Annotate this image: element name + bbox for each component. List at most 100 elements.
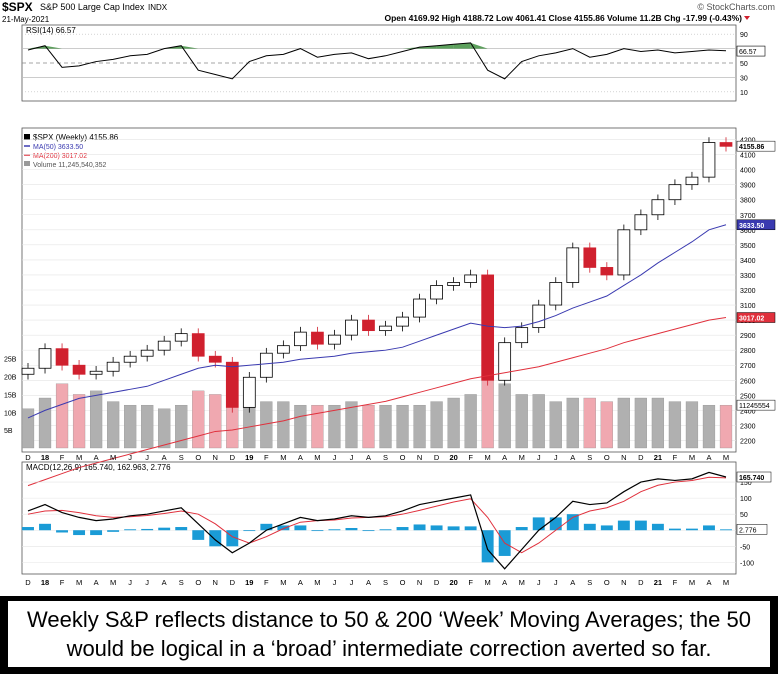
volume-tick-label: 25B xyxy=(4,357,17,364)
macd-histogram-bar xyxy=(277,525,290,531)
price-x-tick-label: A xyxy=(366,453,371,462)
macd-x-tick-label: D xyxy=(434,578,440,587)
macd-x-tick-label: 19 xyxy=(245,578,253,587)
macd-histogram-bar xyxy=(56,530,69,533)
macd-x-tick-label: M xyxy=(314,578,320,587)
macd-x-tick-label: A xyxy=(298,578,303,587)
macd-histogram-bar xyxy=(311,530,324,532)
volume-bar xyxy=(447,397,460,449)
rsi-overbought-fill xyxy=(470,42,488,49)
volume-bar xyxy=(685,401,699,449)
macd-x-tick-label: S xyxy=(179,578,184,587)
price-tick-label: 3400 xyxy=(740,258,756,265)
macd-histogram-bar xyxy=(532,517,545,531)
price-x-tick-label: M xyxy=(314,453,320,462)
macd-histogram-bar xyxy=(481,530,494,563)
candle-body xyxy=(362,319,375,332)
price-x-tick-label: S xyxy=(179,453,184,462)
macd-histogram-bar xyxy=(464,526,477,531)
macd-x-tick-label: F xyxy=(468,578,473,587)
volume-bar xyxy=(719,404,733,449)
macd-histogram-bar xyxy=(668,528,681,531)
macd-x-tick-label: N xyxy=(621,578,626,587)
rsi-overbought-fill xyxy=(45,45,63,49)
price-tick-label: 2400 xyxy=(740,408,756,415)
hist-last-box xyxy=(736,524,768,535)
macd-histogram-bar xyxy=(447,526,460,531)
price-x-tick-label: O xyxy=(400,453,406,462)
volume-bar xyxy=(345,401,358,449)
volume-tick-label: 10B xyxy=(4,410,17,417)
candle-body xyxy=(106,361,120,372)
macd-x-tick-label: A xyxy=(570,578,575,587)
volume-bar xyxy=(192,390,205,449)
volume-bar xyxy=(294,404,307,449)
price-x-tick-label: N xyxy=(213,453,218,462)
index-name: S&P 500 Large Cap Index xyxy=(40,2,145,12)
close-last-value: 4155.86 xyxy=(739,144,764,151)
price-x-tick-label: J xyxy=(554,453,558,462)
macd-x-tick-label: M xyxy=(485,578,491,587)
volume-bar xyxy=(668,401,682,449)
volume-bar xyxy=(55,383,69,449)
candle-body xyxy=(464,274,477,283)
candle-body xyxy=(72,364,86,375)
price-x-tick-label: 21 xyxy=(654,453,662,462)
volume-bar xyxy=(175,404,188,449)
candle-body xyxy=(685,176,699,186)
price-x-tick-label: 20 xyxy=(449,453,457,462)
rsi-tick-label: 10 xyxy=(740,90,748,97)
volume-bar xyxy=(498,383,511,449)
price-x-tick-label: F xyxy=(673,453,678,462)
chart-date: 21-May-2021 xyxy=(2,15,50,24)
candle-body xyxy=(328,334,341,345)
candle-body xyxy=(413,298,426,318)
macd-histogram-bar xyxy=(549,517,562,531)
macd-x-tick-label: J xyxy=(128,578,132,587)
price-x-tick-label: J xyxy=(128,453,132,462)
rsi-tick-label: 90 xyxy=(740,32,748,39)
price-x-tick-label: J xyxy=(537,453,541,462)
macd-x-tick-label: A xyxy=(366,578,371,587)
volume-bar xyxy=(158,408,171,449)
macd-x-tick-label: N xyxy=(417,578,422,587)
price-tick-label: 3800 xyxy=(740,198,756,205)
macd-last-box xyxy=(736,471,772,483)
volume-bar xyxy=(566,397,579,449)
macd-histogram-bar xyxy=(413,524,426,531)
candle-body xyxy=(668,184,682,201)
macd-x-tick-label: O xyxy=(400,578,406,587)
macd-x-tick-label: A xyxy=(706,578,711,587)
price-x-tick-label: J xyxy=(350,453,354,462)
macd-histogram-bar xyxy=(379,529,392,531)
price-legend-swatch xyxy=(24,134,30,140)
volume-bar xyxy=(413,404,426,449)
volume-last-box xyxy=(736,399,776,411)
candle-body xyxy=(396,316,409,327)
macd-histogram-bar xyxy=(192,530,205,540)
candle-body xyxy=(566,247,580,283)
volume-bar xyxy=(72,394,86,449)
price-tick-label: 2600 xyxy=(740,378,756,385)
hist-last-value: 2.776 xyxy=(739,527,757,534)
macd-histogram-bar xyxy=(22,527,34,531)
volume-bar xyxy=(379,404,392,449)
macd-histogram-bar xyxy=(515,527,528,531)
macd-histogram-bar xyxy=(226,530,239,547)
price-x-tick-label: A xyxy=(298,453,303,462)
volume-last-value: 11245554 xyxy=(739,403,770,410)
candle-body xyxy=(225,361,239,408)
macd-tick-label: -50 xyxy=(740,544,750,551)
candle-body xyxy=(532,304,546,329)
volume-bar xyxy=(617,397,630,449)
price-x-tick-label: N xyxy=(417,453,422,462)
price-x-tick-label: M xyxy=(689,453,695,462)
volume-bar xyxy=(277,401,290,449)
stock-chart: $SPX S&P 500 Large Cap Index INDX 21-May… xyxy=(2,0,776,587)
candle-body xyxy=(515,327,529,344)
rsi-title: RSI(14) 66.57 xyxy=(26,26,76,35)
macd-title: MACD(12,26,9) 165.740, 162.963, 2.776 xyxy=(26,463,171,472)
macd-histogram-bar xyxy=(566,514,579,531)
macd-histogram-bar xyxy=(209,530,222,547)
price-x-tick-label: N xyxy=(621,453,626,462)
